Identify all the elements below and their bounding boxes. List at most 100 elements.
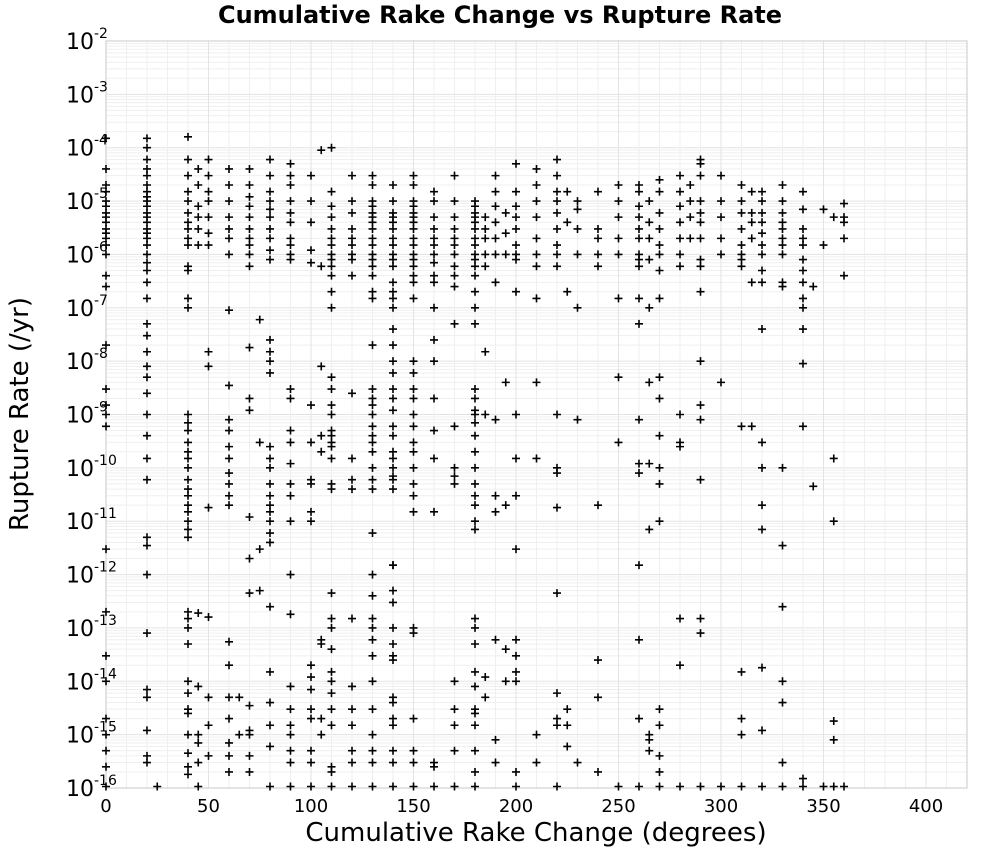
data-point bbox=[563, 705, 572, 714]
data-point bbox=[491, 250, 500, 259]
data-point bbox=[635, 202, 643, 211]
data-point bbox=[225, 714, 233, 723]
data-point bbox=[327, 667, 336, 676]
data-point bbox=[491, 218, 500, 227]
data-point bbox=[204, 347, 213, 356]
data-point bbox=[553, 782, 561, 791]
data-point bbox=[368, 746, 377, 755]
data-point bbox=[389, 341, 397, 350]
data-point bbox=[409, 782, 418, 791]
data-point bbox=[758, 241, 766, 250]
data-point bbox=[471, 623, 479, 632]
data-point bbox=[450, 479, 459, 488]
data-point bbox=[235, 693, 244, 702]
data-point bbox=[409, 234, 418, 243]
data-point bbox=[348, 758, 356, 767]
data-point bbox=[317, 730, 326, 739]
data-point bbox=[409, 714, 418, 723]
data-point bbox=[307, 782, 315, 791]
data-point bbox=[266, 335, 274, 344]
data-point bbox=[245, 554, 254, 563]
data-point bbox=[635, 415, 643, 424]
data-point bbox=[286, 721, 295, 730]
data-point bbox=[829, 735, 838, 744]
data-point bbox=[184, 533, 192, 542]
data-point bbox=[368, 255, 377, 264]
data-point bbox=[778, 208, 787, 217]
data-point bbox=[430, 357, 438, 366]
data-point bbox=[676, 410, 684, 419]
data-point bbox=[389, 656, 397, 665]
data-point bbox=[450, 197, 459, 206]
data-point bbox=[450, 224, 459, 233]
data-point bbox=[409, 422, 418, 431]
data-point bbox=[655, 767, 664, 776]
data-point bbox=[348, 782, 356, 791]
data-point bbox=[225, 637, 233, 646]
y-tick-label: 10-3 bbox=[66, 79, 108, 108]
data-point bbox=[450, 213, 459, 222]
data-point bbox=[635, 561, 643, 570]
data-point bbox=[430, 224, 438, 233]
data-point bbox=[645, 218, 654, 227]
data-point bbox=[143, 143, 151, 152]
data-point bbox=[143, 629, 151, 638]
data-point bbox=[430, 454, 438, 463]
data-point bbox=[327, 224, 336, 233]
data-point bbox=[286, 241, 295, 250]
data-point bbox=[286, 730, 295, 739]
data-point bbox=[409, 479, 418, 488]
data-point bbox=[235, 730, 244, 739]
data-point bbox=[143, 218, 151, 227]
data-point bbox=[471, 491, 479, 500]
data-point bbox=[778, 782, 787, 791]
data-point bbox=[430, 278, 438, 287]
data-point bbox=[184, 689, 192, 698]
data-point bbox=[645, 735, 654, 744]
data-point bbox=[194, 241, 203, 250]
data-point bbox=[758, 250, 766, 259]
data-point bbox=[553, 250, 561, 259]
data-point bbox=[286, 682, 295, 691]
x-tick-label: 250 bbox=[601, 796, 635, 817]
data-point bbox=[614, 234, 623, 243]
y-tick-label: 10-6 bbox=[66, 239, 108, 268]
data-point bbox=[409, 507, 418, 516]
data-point bbox=[327, 234, 336, 243]
data-point bbox=[481, 262, 490, 271]
data-point bbox=[594, 501, 602, 510]
data-point bbox=[717, 250, 725, 259]
data-point bbox=[225, 426, 233, 435]
x-tick-label: 0 bbox=[100, 796, 111, 817]
data-point bbox=[532, 250, 541, 259]
data-point bbox=[184, 639, 192, 648]
data-point bbox=[102, 385, 110, 394]
data-point bbox=[471, 525, 479, 534]
data-point bbox=[696, 287, 705, 296]
x-tick-label: 300 bbox=[704, 796, 738, 817]
data-point bbox=[225, 164, 233, 173]
data-point bbox=[102, 218, 110, 227]
data-point bbox=[430, 507, 438, 516]
data-point bbox=[747, 234, 756, 243]
data-point bbox=[225, 181, 233, 190]
data-point bbox=[184, 218, 192, 227]
data-point bbox=[409, 629, 418, 638]
data-point bbox=[471, 241, 479, 250]
data-point bbox=[696, 159, 705, 168]
data-point bbox=[799, 205, 807, 214]
data-point bbox=[245, 241, 254, 250]
data-point bbox=[409, 171, 418, 180]
data-point bbox=[553, 262, 561, 271]
data-point bbox=[594, 187, 602, 196]
data-point bbox=[676, 614, 684, 623]
data-point bbox=[471, 682, 479, 691]
data-point bbox=[389, 357, 397, 366]
data-point bbox=[266, 538, 274, 547]
data-point bbox=[491, 507, 500, 516]
data-point bbox=[747, 422, 756, 431]
data-point bbox=[829, 782, 838, 791]
data-point bbox=[645, 746, 654, 755]
data-point bbox=[307, 197, 315, 206]
data-point bbox=[184, 770, 192, 779]
